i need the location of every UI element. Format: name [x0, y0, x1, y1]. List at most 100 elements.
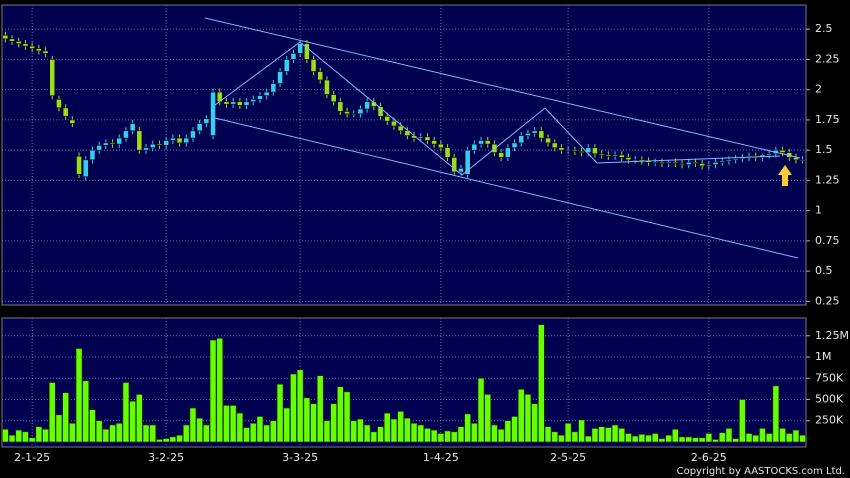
candle-body [203, 118, 210, 124]
y-tick-label: 2 [815, 83, 822, 96]
candle-body [545, 137, 551, 144]
volume-bar [370, 431, 378, 443]
volume-bar [229, 405, 237, 443]
candle-body [303, 43, 310, 60]
volume-bar [799, 434, 806, 443]
volume-bar [531, 403, 538, 443]
candle-body [665, 161, 672, 164]
candle-body [699, 163, 706, 167]
volume-bar [471, 422, 478, 443]
candle-body [571, 149, 578, 152]
volume-bar [290, 373, 297, 443]
volume-bar [383, 412, 391, 443]
volume-bar [129, 400, 136, 443]
candle-body [437, 143, 444, 149]
candle-body [766, 153, 773, 156]
volume-bar [678, 436, 686, 443]
volume-bar [156, 439, 163, 443]
y-tick-label: 1M [815, 350, 832, 363]
candle-body [458, 168, 464, 173]
candle-body [136, 130, 143, 151]
candle-body [511, 142, 518, 149]
candle-body [35, 48, 42, 52]
volume-bar [524, 394, 532, 443]
candle-body [672, 161, 679, 164]
candle-body [397, 125, 404, 132]
volume-bar [162, 438, 170, 443]
candle-body [2, 34, 9, 40]
volume-bar [430, 429, 438, 443]
volume-bar [538, 324, 545, 443]
volume-bar [209, 339, 217, 443]
copyright: Copyright by AASTOCKS.com Ltd. [677, 466, 845, 477]
candle-body [625, 157, 632, 161]
volume-bar [276, 383, 284, 443]
candle-body [210, 91, 216, 136]
volume-bar [42, 428, 49, 443]
marks: 2.5 2.25 2 1.75 1.5 1.25 1 0.75 0.5 0.25 1.25M 1M 75… [2, 5, 849, 447]
candle-body [49, 59, 56, 97]
candle-body [377, 106, 384, 117]
volume-bar [605, 427, 612, 443]
candle-body [89, 149, 96, 161]
volume-bar [2, 428, 9, 443]
volume-bar [95, 420, 103, 443]
candle-body [451, 157, 458, 173]
candle-body [578, 151, 585, 153]
candle-body [431, 140, 438, 145]
volume-bar [598, 426, 605, 443]
candle-body [156, 143, 163, 146]
candle-body [357, 108, 364, 115]
y-tick-label: 1 [815, 204, 822, 217]
volume-bar [82, 380, 90, 443]
volume-bar [189, 407, 197, 443]
volume-bar [792, 429, 800, 443]
volume-bar [698, 437, 706, 443]
volume-bar [75, 348, 83, 443]
candle-body [424, 136, 431, 141]
candle-body [444, 147, 451, 158]
volume-bar [558, 434, 565, 443]
volume-bar [203, 424, 210, 443]
candle-body [230, 101, 237, 105]
candle-body [270, 83, 277, 93]
candle-body [76, 155, 82, 175]
y-tick-label: 0.25 [815, 294, 840, 307]
volume-bar [377, 426, 384, 443]
y-tick-label: 2.5 [815, 22, 833, 35]
candle-body [29, 45, 36, 49]
volume-bar [249, 422, 257, 443]
candle-body [585, 147, 592, 153]
volume-bar [122, 382, 130, 443]
x-tick-label: 2-5-25 [550, 451, 586, 464]
volume-bar [484, 394, 492, 443]
candle-body [592, 147, 598, 155]
volume-bar [350, 420, 358, 443]
y-tick-label: 1.25M [815, 329, 849, 342]
candle-body [551, 142, 558, 149]
candle-body [391, 120, 397, 127]
candle-body [22, 43, 29, 47]
volume-bar [169, 436, 177, 443]
candle-body [525, 132, 531, 136]
volume-bar [631, 435, 639, 443]
volume-bar [772, 385, 780, 443]
volume-bar [343, 391, 351, 443]
candle-body [236, 101, 243, 106]
candle-body [69, 119, 76, 124]
candle-body [705, 164, 712, 167]
volume-bar [584, 435, 592, 443]
volume-bar [109, 424, 116, 443]
candle-body [9, 38, 15, 42]
candle-body [679, 163, 685, 165]
volume-bar [223, 405, 230, 443]
volume-bar [618, 428, 626, 443]
candle-body [15, 40, 22, 45]
arrow [778, 165, 792, 186]
candle-body [712, 161, 719, 165]
x-tick-label: 3-2-25 [148, 451, 184, 464]
volume-bar [718, 432, 726, 443]
candle-body [779, 149, 786, 153]
volume-bar [457, 426, 465, 443]
volume-bar [424, 428, 431, 443]
